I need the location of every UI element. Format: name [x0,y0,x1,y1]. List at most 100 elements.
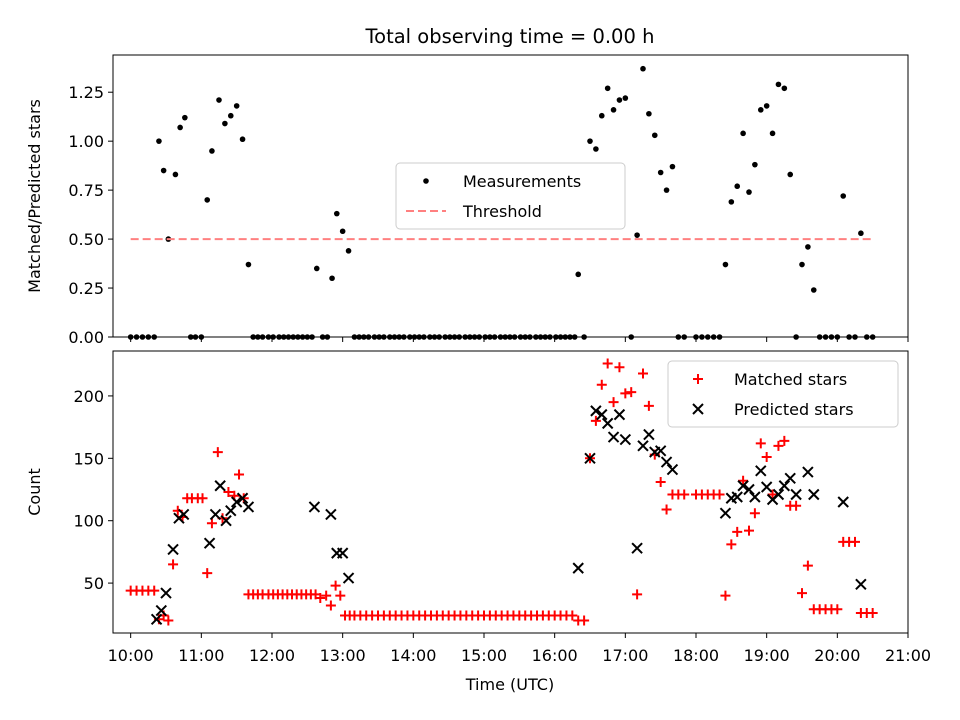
measurement-point [386,334,393,340]
measurement-point [160,167,167,174]
matched-star-marker [234,469,245,480]
measurement-point [391,334,398,340]
measurement-point [192,334,199,340]
matched-star-marker [202,568,213,579]
measurement-point [616,97,623,103]
legend-x-marker [692,403,704,415]
measurement-point [304,334,311,340]
matched-star-marker [620,388,631,399]
predicted-star-marker [784,472,796,484]
measurement-point [593,146,599,152]
matched-star-marker [579,615,590,626]
measurement-point [431,334,438,340]
measurement-point [775,81,782,88]
predicted-star-marker [220,514,232,527]
measurement-point [722,261,729,268]
measurement-point [381,334,387,340]
legend-plus-marker [693,374,703,384]
predicted-star-marker [230,496,243,508]
matched-star-marker [679,489,690,500]
matched-star-marker [797,588,807,599]
matched-star-marker [212,447,223,458]
measurement-point [471,334,478,340]
measurement-point [497,334,504,340]
measurement-point [345,248,352,254]
measurement-point [239,136,246,143]
matched-star-marker [726,539,737,550]
predicted-star-marker [790,488,802,501]
measurement-point [651,132,658,139]
measurement-point [299,334,306,340]
matched-star-marker [779,435,790,446]
measurement-point [805,244,811,250]
matched-star-marker [168,559,179,570]
measurement-point [710,334,717,340]
measurement-point [209,148,215,154]
legend-box [667,360,899,428]
legend-label: Measurements [463,172,581,191]
measurement-point [553,334,559,340]
measurement-point [411,334,418,340]
x-tick-label: 15:00 [461,646,507,665]
predicted-star-marker [308,501,321,513]
measurement-point [604,85,611,92]
measurement-point [324,334,331,340]
measurement-point [313,265,320,272]
matched-star-marker [335,590,346,601]
legend: Matched stars Predicted stars [667,360,899,428]
measurement-point [436,334,443,340]
measurement-point [527,334,533,340]
x-tick-label: 18:00 [673,646,719,665]
measurement-point [740,130,746,137]
predicted-star-marker [637,440,649,452]
matched-star-marker [321,590,332,601]
predicted-star-marker [755,465,767,477]
predicted-star-marker [236,492,249,504]
predicted-star-marker [631,542,643,554]
matched-star-marker [206,518,217,529]
measurement-point [371,334,378,340]
y-tick-label: 1.25 [68,83,104,102]
measurement-point [127,334,134,340]
measurement-point [285,334,292,340]
predicted-star-marker [590,405,602,417]
y-axis-label: Matched/Predicted stars [25,99,44,293]
predicted-star-marker [325,508,337,521]
predicted-star-marker [619,433,632,446]
predicted-star-marker [731,491,743,503]
legend-label: Matched stars [734,370,847,389]
predicted-star-marker [654,445,667,457]
measurement-point [361,334,367,340]
measurement-point [852,334,858,340]
measurement-point [476,334,483,340]
matched-star-marker [661,504,672,515]
counts-panel: 10:00 11:00 12:00 13:00 14:00 15:00 16:00 17:00… [25,350,931,665]
measurement-point [517,334,524,340]
y-axis-label: Count [25,468,44,516]
measurement-point [270,334,276,340]
predicted-star-marker [572,562,584,574]
x-tick-label: 14:00 [390,646,436,665]
predicted-star-marker [660,456,673,468]
measurement-point [699,334,705,340]
matched-star-marker [223,487,234,497]
measurement-point [204,197,211,203]
measurement-point [634,232,640,238]
measurement-point [681,334,688,340]
predicted-star-marker [225,505,237,517]
measurement-point [233,103,240,109]
predicted-star-marker [719,507,732,519]
y-tick-label: 1.00 [68,132,104,151]
matched-star-marker [643,400,654,411]
measurement-point [451,334,458,340]
predicted-star-marker [177,508,190,521]
measurement-point [511,334,518,340]
matched-star-marker [596,379,607,390]
matched-star-marker [732,526,743,537]
measurement-point [245,261,252,268]
predicted-star-marker [837,496,849,508]
measurement-point [222,120,228,127]
predicted-star-marker [601,417,614,430]
measurement-point [834,334,841,340]
